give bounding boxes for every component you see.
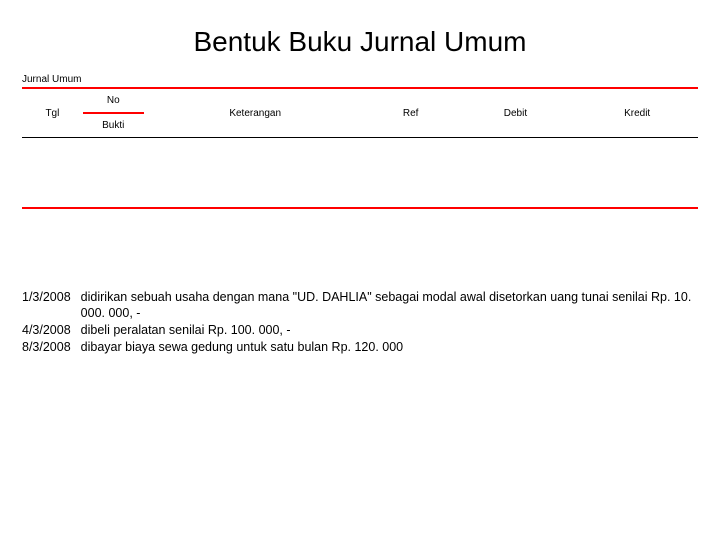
journal-subtitle: Jurnal Umum [22, 74, 698, 85]
entry-text: dibayar biaya sewa gedung untuk satu bul… [81, 339, 698, 356]
table-empty-row [22, 138, 698, 208]
entry-date: 4/3/2008 [22, 322, 81, 339]
col-header-debit: Debit [455, 88, 577, 138]
col-header-keterangan: Keterangan [144, 88, 367, 138]
page-title: Bentuk Buku Jurnal Umum [22, 26, 698, 58]
entry-text: didirikan sebuah usaha dengan mana "UD. … [81, 289, 698, 323]
entry-date: 1/3/2008 [22, 289, 81, 323]
col-header-ref: Ref [367, 88, 455, 138]
journal-entries: 1/3/2008 didirikan sebuah usaha dengan m… [22, 289, 698, 357]
col-header-no-line2: Bukti [83, 113, 144, 138]
entry-date: 8/3/2008 [22, 339, 81, 356]
journal-entry: 1/3/2008 didirikan sebuah usaha dengan m… [22, 289, 698, 323]
journal-table: Tgl No Keterangan Ref Debit Kredit Bukti [22, 87, 698, 209]
journal-entry: 4/3/2008 dibeli peralatan senilai Rp. 10… [22, 322, 698, 339]
col-header-no-line1: No [83, 88, 144, 113]
entry-text: dibeli peralatan senilai Rp. 100. 000, - [81, 322, 698, 339]
col-header-kredit: Kredit [576, 88, 698, 138]
journal-entry: 8/3/2008 dibayar biaya sewa gedung untuk… [22, 339, 698, 356]
col-header-tgl: Tgl [22, 88, 83, 138]
table-header-row: Tgl No Keterangan Ref Debit Kredit [22, 88, 698, 113]
